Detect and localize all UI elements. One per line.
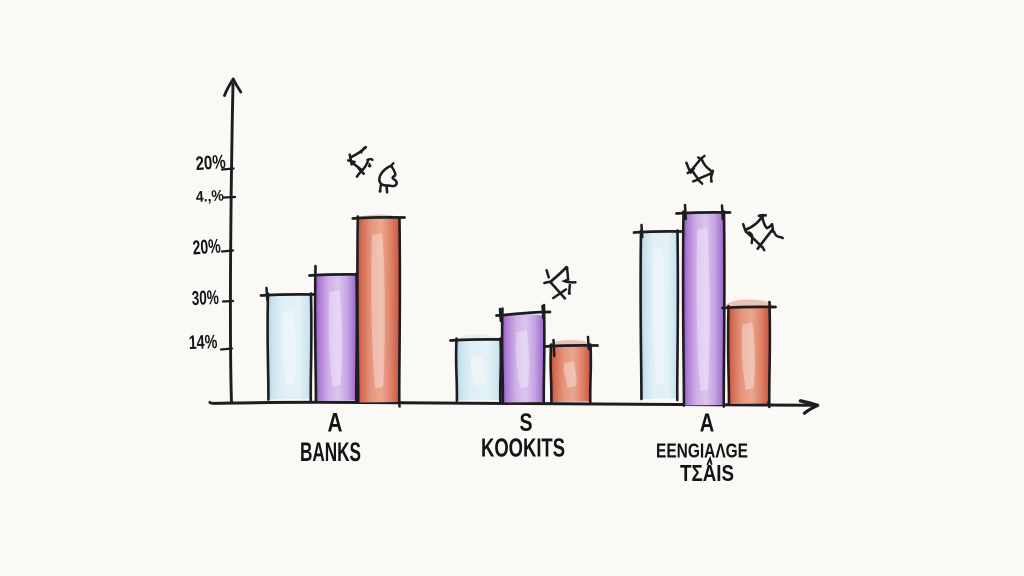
svg-text:20%: 20%	[192, 236, 222, 260]
svg-text:20%: 20%	[195, 151, 226, 175]
svg-text:14%: 14%	[188, 331, 217, 354]
svg-text:S: S	[520, 409, 533, 437]
svg-text:KOOKITS: KOOKITS	[481, 433, 565, 463]
svg-text:A: A	[700, 408, 715, 438]
svg-text:4.,%: 4.,%	[195, 188, 224, 206]
svg-text:30%: 30%	[191, 287, 219, 310]
svg-text:BANKS: BANKS	[300, 437, 361, 467]
svg-text:A: A	[328, 408, 343, 438]
svg-text:EENGIAΛGE: EENGIAΛGE	[656, 440, 748, 463]
